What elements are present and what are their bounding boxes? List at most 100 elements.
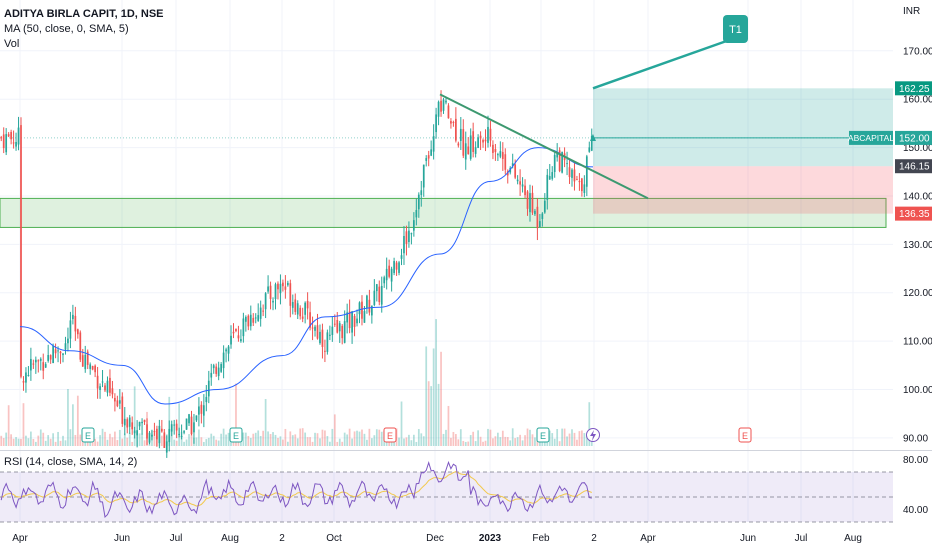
volume-bar — [400, 401, 403, 446]
candle-body — [54, 349, 57, 354]
rsi-ma-line — [0, 470, 592, 507]
target-price-tag: 162.25 — [899, 84, 930, 95]
candle-body — [299, 307, 302, 317]
volume-bar — [301, 428, 304, 446]
candle-body — [373, 290, 376, 305]
candle-body — [262, 310, 265, 312]
candle-body — [247, 315, 250, 327]
entry-price-tag-bg — [895, 159, 932, 174]
candle-body — [39, 358, 42, 361]
candle-body — [183, 431, 185, 433]
candle-body — [301, 316, 304, 319]
candle-body — [212, 365, 215, 369]
candle-body — [484, 139, 487, 142]
volume-bar — [487, 428, 489, 446]
candle-body — [395, 262, 398, 270]
candle-body — [111, 388, 114, 395]
volume-bar — [484, 440, 487, 446]
price-tick-label: 100.00 — [903, 385, 932, 396]
candle-body — [165, 441, 168, 453]
volume-bar — [566, 436, 568, 446]
volume-bar — [7, 405, 10, 446]
candle-body — [91, 366, 94, 370]
candle-body — [380, 285, 383, 305]
candle-body — [304, 302, 307, 315]
candle-body — [25, 372, 27, 383]
volume-bar — [333, 414, 336, 446]
volume-bar — [44, 440, 47, 446]
volume-bar — [54, 441, 57, 446]
candle-body — [32, 363, 35, 365]
candle-body — [341, 325, 344, 339]
volume-bar — [188, 434, 190, 446]
volume-bar — [316, 433, 319, 446]
volume-bar — [551, 433, 554, 446]
candle-body — [529, 193, 531, 213]
ma-legend: MA (50, close, 0, SMA, 5) — [4, 23, 129, 35]
candle-body — [583, 184, 586, 193]
candle-body — [133, 430, 136, 434]
volume-bar — [274, 434, 277, 446]
candle-body — [277, 283, 279, 290]
volume-bar — [96, 441, 99, 446]
candle-body — [52, 345, 54, 364]
volume-bar — [116, 440, 119, 446]
volume-bar — [160, 435, 163, 446]
volume-bar — [348, 428, 351, 446]
earnings-marker-label: E — [233, 431, 239, 441]
candle-body — [412, 220, 415, 231]
candle-body — [2, 134, 5, 149]
candle-body — [521, 184, 524, 187]
volume-bar — [240, 440, 242, 446]
candle-body — [435, 114, 437, 133]
candle-body — [269, 285, 272, 299]
candle-body — [79, 332, 82, 360]
candle-body — [27, 375, 30, 377]
candle-body — [492, 144, 494, 153]
volume-bar — [514, 438, 517, 446]
candle-body — [573, 169, 576, 182]
candle-body — [516, 179, 519, 182]
candle-body — [526, 191, 529, 209]
candle-body — [578, 181, 581, 183]
candle-body — [74, 315, 77, 332]
entry-price-tag: 146.15 — [899, 162, 930, 173]
candle-body — [72, 314, 74, 320]
candle-body — [17, 127, 20, 145]
volume-bar — [264, 399, 267, 446]
candle-body — [279, 283, 282, 294]
volume-bar — [5, 432, 8, 446]
candle-body — [163, 432, 166, 448]
volume-bar — [506, 437, 509, 446]
volume-bar — [20, 438, 22, 446]
candle-body — [450, 121, 452, 124]
candle-body — [408, 230, 410, 243]
candle-body — [237, 335, 240, 339]
drawings[interactable]: T1 — [439, 15, 748, 200]
candle-body — [225, 349, 227, 352]
candle-body — [76, 329, 79, 335]
volume-bar — [128, 432, 131, 446]
volume-bar — [501, 430, 504, 446]
zones — [0, 88, 893, 228]
candle-body — [81, 355, 84, 367]
candle-body — [62, 353, 64, 356]
volume-bar — [123, 433, 126, 446]
volume-bar — [331, 428, 334, 446]
trendline — [439, 93, 649, 200]
candle-body — [136, 430, 138, 436]
rsi-tick-label: 40.00 — [903, 505, 928, 516]
candle-body — [459, 128, 462, 141]
candle-body — [576, 179, 578, 181]
candle-body — [94, 365, 96, 373]
candle-body — [294, 299, 297, 312]
candle-body — [195, 415, 198, 421]
volume-bar — [76, 395, 79, 446]
volume-bar — [17, 438, 20, 446]
candle-body — [160, 428, 163, 432]
volume-bar — [126, 437, 129, 446]
volume-bar — [588, 402, 591, 446]
volume-bar — [131, 441, 134, 446]
